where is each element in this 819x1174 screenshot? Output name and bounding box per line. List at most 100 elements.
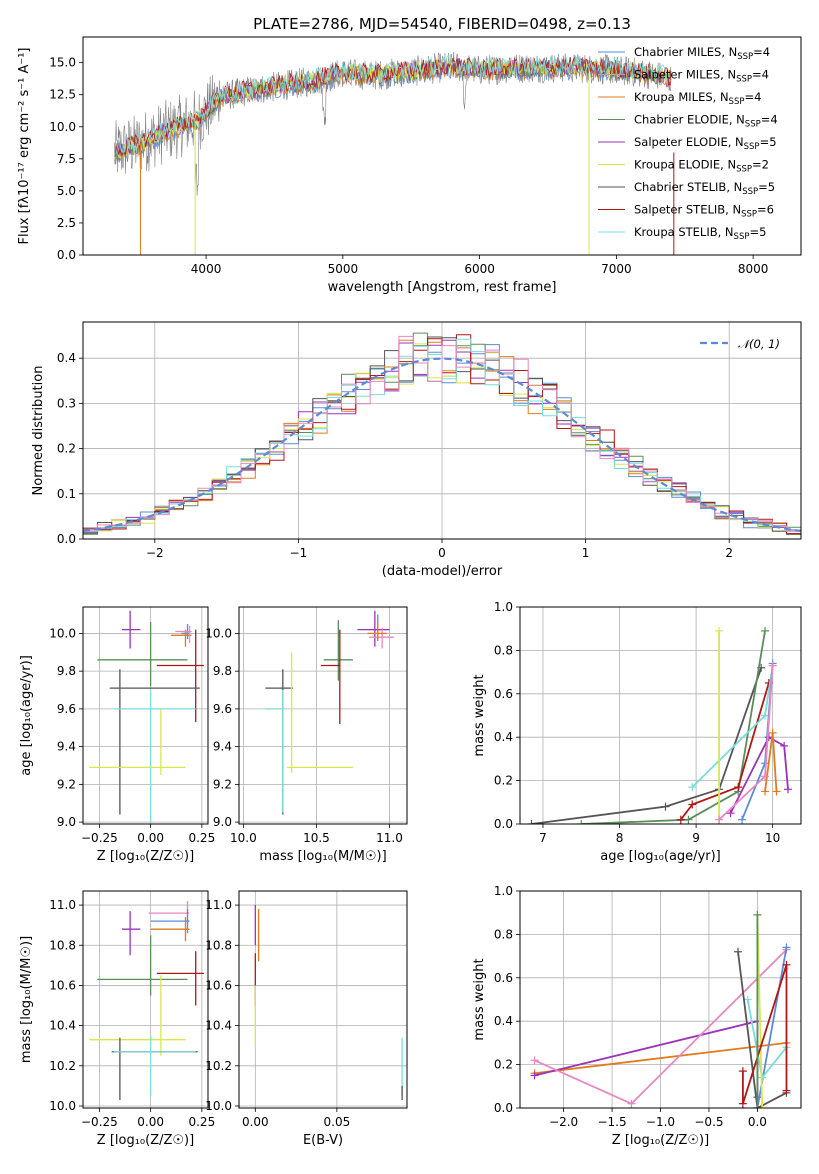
y-tick-label: 9.0	[57, 815, 76, 829]
weight-marker	[761, 772, 770, 781]
legend-sub: SSP	[737, 52, 753, 62]
y-tick-label: 11.0	[49, 898, 76, 912]
weight-marker	[780, 741, 789, 750]
x-tick-label: 0.00	[137, 1115, 164, 1129]
errorbar-point	[369, 627, 394, 649]
weight-series-chabrier_elodie	[581, 630, 766, 824]
y-tick-label: 11.0	[205, 898, 232, 912]
errorbar-point	[109, 669, 200, 815]
weight-marker	[738, 1099, 747, 1108]
legend-label: Kroupa MILES, N	[634, 90, 729, 104]
y-tick-label: 9.6	[213, 702, 232, 716]
y-tick-label: 10.2	[49, 1059, 76, 1073]
errorbar-point	[97, 935, 188, 996]
errorbar-point	[113, 690, 196, 823]
plot-area-mass_vs_ebv	[254, 905, 403, 1100]
legend-sub: SSP	[736, 75, 752, 85]
weight-marker	[688, 783, 697, 792]
x-axis-label: mass [log₁₀(M/M☉)]	[259, 849, 386, 864]
y-tick-label: 10.4	[49, 1019, 76, 1033]
errorbar-point	[320, 629, 341, 724]
y-axis-label: mass weight	[472, 958, 487, 1040]
panel-spectrum: 4000 5000 6000 7000 8000 0.0 2.5 5.0 7.5 10.0 12.5…	[17, 15, 802, 295]
axes-frame	[82, 606, 209, 825]
legend-label: Chabrier MILES, N	[634, 45, 737, 59]
x-tick-label: 4000	[191, 262, 222, 276]
y-tick-label: 9.2	[57, 777, 76, 791]
weight-marker	[627, 1099, 636, 1108]
y-tick-label: 0.0	[57, 532, 76, 546]
errorbar-point	[113, 1035, 196, 1096]
plot-area-spectrum	[114, 51, 675, 255]
y-tick-label: 15.0	[49, 56, 76, 70]
weight-marker	[761, 626, 770, 635]
axes-frame	[519, 890, 802, 1109]
y-tick-label: 10.0	[49, 626, 76, 640]
weight-series-chabrier_stelib	[531, 667, 763, 824]
x-tick-label: 8000	[738, 262, 769, 276]
legend-sub: SSP	[741, 210, 757, 220]
weight-series-salpeter_stelib	[742, 964, 788, 1104]
errorbar-point	[357, 610, 390, 647]
legend-entry: Kroupa ELODIE, NSSP=2	[634, 158, 769, 175]
y-tick-label: 9.2	[213, 777, 232, 791]
plot-area-age_vs_mass	[265, 610, 394, 815]
y-tick-label: 0.2	[494, 774, 513, 788]
errorbar-point	[89, 708, 186, 775]
y-tick-label: 9.6	[57, 702, 76, 716]
weight-marker	[753, 1104, 762, 1108]
y-tick-label: 2.5	[57, 216, 76, 230]
legend-label: Salpeter MILES, N	[634, 68, 736, 82]
weight-marker	[738, 1067, 747, 1076]
x-tick-label: 8	[616, 831, 624, 845]
legend-entry: Kroupa MILES, NSSP=4	[634, 90, 761, 107]
x-axis-label: wavelength [Angstrom, rest frame]	[328, 280, 557, 295]
legend-suffix: =4	[753, 45, 770, 59]
errorbar-point	[150, 917, 190, 942]
weight-marker	[738, 815, 747, 824]
errorbar-point	[265, 690, 285, 813]
errorbar-point	[121, 911, 141, 956]
weight-marker	[783, 785, 792, 794]
weight-marker	[726, 809, 735, 818]
axes-frame	[82, 321, 802, 540]
y-tick-label: 10.0	[205, 626, 232, 640]
x-tick-label: −1	[290, 546, 308, 560]
x-tick-label: 0.00	[242, 1115, 269, 1129]
weight-marker	[743, 995, 752, 1004]
axes-frame	[519, 606, 802, 825]
plot-area-residuals	[83, 332, 801, 535]
axes-frame	[82, 36, 802, 256]
x-axis-label: (data-model)/error	[382, 564, 503, 579]
errorbar-point	[121, 610, 141, 649]
y-axis-label: Normed distribution	[31, 366, 46, 496]
plot-area-age_vs_Z	[89, 610, 204, 823]
x-tick-label: 10.5	[303, 831, 330, 845]
y-axis-label: age [log₁₀(age/yr)]	[19, 655, 34, 776]
weight-marker	[715, 815, 724, 824]
x-axis-label: Z [log₁₀(Z/Z☉)]	[97, 1133, 194, 1148]
errorbar-point	[111, 1037, 198, 1100]
weight-marker	[758, 1104, 767, 1108]
x-axis-label: age [log₁₀(age/yr)]	[600, 849, 721, 864]
y-tick-label: 0.4	[494, 1014, 513, 1028]
legend-entry: 𝒩(0, 1)	[738, 337, 780, 351]
y-tick-label: 0.2	[57, 442, 76, 456]
axes-frame	[238, 890, 408, 1109]
errorbar-point	[323, 620, 353, 681]
histogram-step-pink	[83, 335, 801, 532]
axes-frame	[82, 890, 209, 1109]
y-tick-label: 10.8	[49, 938, 76, 952]
x-tick-label: 0.25	[188, 831, 215, 845]
y-tick-label: 0.0	[494, 817, 513, 831]
x-tick-label: −1.0	[646, 1115, 675, 1129]
panel-residuals: −2 −1 0 1 2 0.0 0.1 0.2 0.3 0.4 (data-model)/error…	[31, 321, 802, 579]
weight-series-kroupa_stelib	[746, 999, 788, 1080]
legend-entry: Kroupa STELIB, NSSP=5	[634, 225, 766, 242]
x-tick-label: 6000	[464, 262, 495, 276]
x-tick-label: 2	[725, 546, 733, 560]
legend-sub: SSP	[729, 97, 745, 107]
y-tick-label: 0.6	[494, 687, 513, 701]
errorbar-point	[89, 975, 186, 1056]
